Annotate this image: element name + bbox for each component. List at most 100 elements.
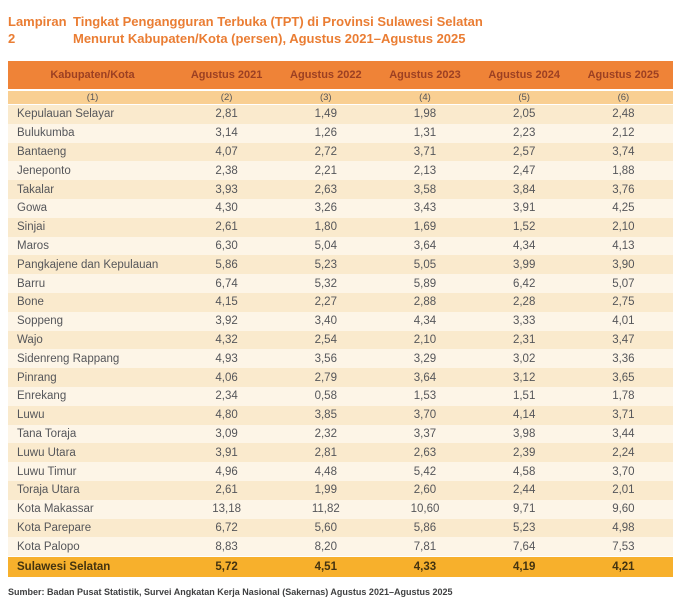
value-cell: 3,43 bbox=[375, 198, 475, 218]
value-cell: 2,27 bbox=[276, 292, 376, 312]
value-cell: 3,26 bbox=[276, 198, 376, 218]
value-cell: 2,57 bbox=[474, 142, 574, 162]
region-name-cell: Luwu Utara bbox=[8, 443, 178, 463]
region-name-cell: Luwu Timur bbox=[8, 462, 178, 481]
value-cell: 1,69 bbox=[375, 217, 475, 237]
value-cell: 6,30 bbox=[177, 236, 277, 256]
value-cell: 2,60 bbox=[375, 480, 475, 500]
value-cell: 3,14 bbox=[177, 123, 277, 143]
table-row: Wajo 4,32 2,54 2,10 2,31 3,47 bbox=[8, 330, 673, 350]
tpt-table: Kabupaten/Kota Agustus 2021 Agustus 2022 Ag… bbox=[8, 61, 673, 578]
value-cell: 6,74 bbox=[177, 274, 277, 293]
region-name-cell: Jeneponto bbox=[8, 161, 178, 181]
region-name-cell: Toraja Utara bbox=[8, 480, 178, 500]
value-cell: 2,81 bbox=[177, 105, 277, 124]
region-name-cell: Sidenreng Rappang bbox=[8, 349, 178, 369]
table-row: Barru 6,74 5,32 5,89 6,42 5,07 bbox=[8, 274, 673, 293]
column-header: Agustus 2024 bbox=[474, 61, 574, 91]
value-cell: 2,48 bbox=[573, 105, 673, 124]
value-cell: 4,14 bbox=[474, 405, 574, 425]
table-row: Soppeng 3,92 3,40 4,34 3,33 4,01 bbox=[8, 311, 673, 331]
column-index: (3) bbox=[276, 91, 376, 105]
total-value-cell: 4,33 bbox=[375, 556, 475, 578]
value-cell: 4,32 bbox=[177, 330, 277, 350]
column-index: (1) bbox=[8, 91, 178, 105]
column-index: (5) bbox=[474, 91, 574, 105]
value-cell: 9,71 bbox=[474, 499, 574, 519]
value-cell: 3,91 bbox=[177, 443, 277, 463]
table-row: Kota Palopo 8,83 8,20 7,81 7,64 7,53 bbox=[8, 537, 673, 557]
column-header: Agustus 2025 bbox=[573, 61, 673, 91]
table-header-row: Kabupaten/Kota Agustus 2021 Agustus 2022 Ag… bbox=[8, 61, 673, 91]
region-name-cell: Bulukumba bbox=[8, 123, 178, 143]
value-cell: 1,53 bbox=[375, 386, 475, 406]
table-row: Gowa 4,30 3,26 3,43 3,91 4,25 bbox=[8, 198, 673, 218]
total-value-cell: 4,19 bbox=[474, 556, 574, 578]
value-cell: 2,63 bbox=[375, 443, 475, 463]
table-row: Pinrang 4,06 2,79 3,64 3,12 3,65 bbox=[8, 368, 673, 387]
region-name-cell: Barru bbox=[8, 274, 178, 293]
value-cell: 2,12 bbox=[573, 123, 673, 143]
value-cell: 5,86 bbox=[375, 518, 475, 538]
value-cell: 2,01 bbox=[573, 480, 673, 500]
region-name-cell: Soppeng bbox=[8, 311, 178, 331]
value-cell: 3,37 bbox=[375, 424, 475, 444]
value-cell: 2,47 bbox=[474, 161, 574, 181]
value-cell: 3,02 bbox=[474, 349, 574, 369]
value-cell: 5,86 bbox=[177, 255, 277, 275]
table-row: Takalar 3,93 2,63 3,58 3,84 3,76 bbox=[8, 180, 673, 199]
value-cell: 5,04 bbox=[276, 236, 376, 256]
value-cell: 5,07 bbox=[573, 274, 673, 293]
table-row: Kepulauan Selayar 2,81 1,49 1,98 2,05 2,48 bbox=[8, 105, 673, 124]
value-cell: 5,42 bbox=[375, 462, 475, 481]
document-page: Lampiran 2 Tingkat Pengangguran Terbuka … bbox=[8, 14, 673, 597]
value-cell: 3,40 bbox=[276, 311, 376, 331]
value-cell: 2,61 bbox=[177, 480, 277, 500]
region-name-cell: Tana Toraja bbox=[8, 424, 178, 444]
value-cell: 8,20 bbox=[276, 537, 376, 557]
table-row: Luwu Utara 3,91 2,81 2,63 2,39 2,24 bbox=[8, 443, 673, 463]
value-cell: 5,89 bbox=[375, 274, 475, 293]
value-cell: 5,32 bbox=[276, 274, 376, 293]
value-cell: 3,36 bbox=[573, 349, 673, 369]
column-header: Agustus 2023 bbox=[375, 61, 475, 91]
value-cell: 1,78 bbox=[573, 386, 673, 406]
value-cell: 3,91 bbox=[474, 198, 574, 218]
value-cell: 3,93 bbox=[177, 180, 277, 199]
region-name-cell: Kota Makassar bbox=[8, 499, 178, 519]
value-cell: 2,23 bbox=[474, 123, 574, 143]
value-cell: 7,64 bbox=[474, 537, 574, 557]
table-row: Tana Toraja 3,09 2,32 3,37 3,98 3,44 bbox=[8, 424, 673, 444]
column-index: (2) bbox=[177, 91, 277, 105]
value-cell: 4,34 bbox=[474, 236, 574, 256]
value-cell: 4,30 bbox=[177, 198, 277, 218]
value-cell: 1,51 bbox=[474, 386, 574, 406]
column-index-row: (1) (2) (3) (4) (5) (6) bbox=[8, 91, 673, 105]
value-cell: 3,29 bbox=[375, 349, 475, 369]
value-cell: 0,58 bbox=[276, 386, 376, 406]
value-cell: 5,23 bbox=[474, 518, 574, 538]
region-name-cell: Bantaeng bbox=[8, 142, 178, 162]
region-name-cell: Wajo bbox=[8, 330, 178, 350]
value-cell: 6,72 bbox=[177, 518, 277, 538]
value-cell: 3,71 bbox=[573, 405, 673, 425]
value-cell: 3,09 bbox=[177, 424, 277, 444]
value-cell: 4,48 bbox=[276, 462, 376, 481]
region-name-cell: Kota Parepare bbox=[8, 518, 178, 538]
value-cell: 2,63 bbox=[276, 180, 376, 199]
value-cell: 2,75 bbox=[573, 292, 673, 312]
value-cell: 7,81 bbox=[375, 537, 475, 557]
value-cell: 2,05 bbox=[474, 105, 574, 124]
value-cell: 3,64 bbox=[375, 236, 475, 256]
value-cell: 4,93 bbox=[177, 349, 277, 369]
value-cell: 3,65 bbox=[573, 368, 673, 387]
value-cell: 13,18 bbox=[177, 499, 277, 519]
value-cell: 5,23 bbox=[276, 255, 376, 275]
value-cell: 4,01 bbox=[573, 311, 673, 331]
region-name-cell: Pinrang bbox=[8, 368, 178, 387]
value-cell: 4,58 bbox=[474, 462, 574, 481]
region-name-cell: Kepulauan Selayar bbox=[8, 105, 178, 124]
value-cell: 3,84 bbox=[474, 180, 574, 199]
value-cell: 3,33 bbox=[474, 311, 574, 331]
table-row: Pangkajene dan Kepulauan 5,86 5,23 5,05 3,99… bbox=[8, 255, 673, 275]
